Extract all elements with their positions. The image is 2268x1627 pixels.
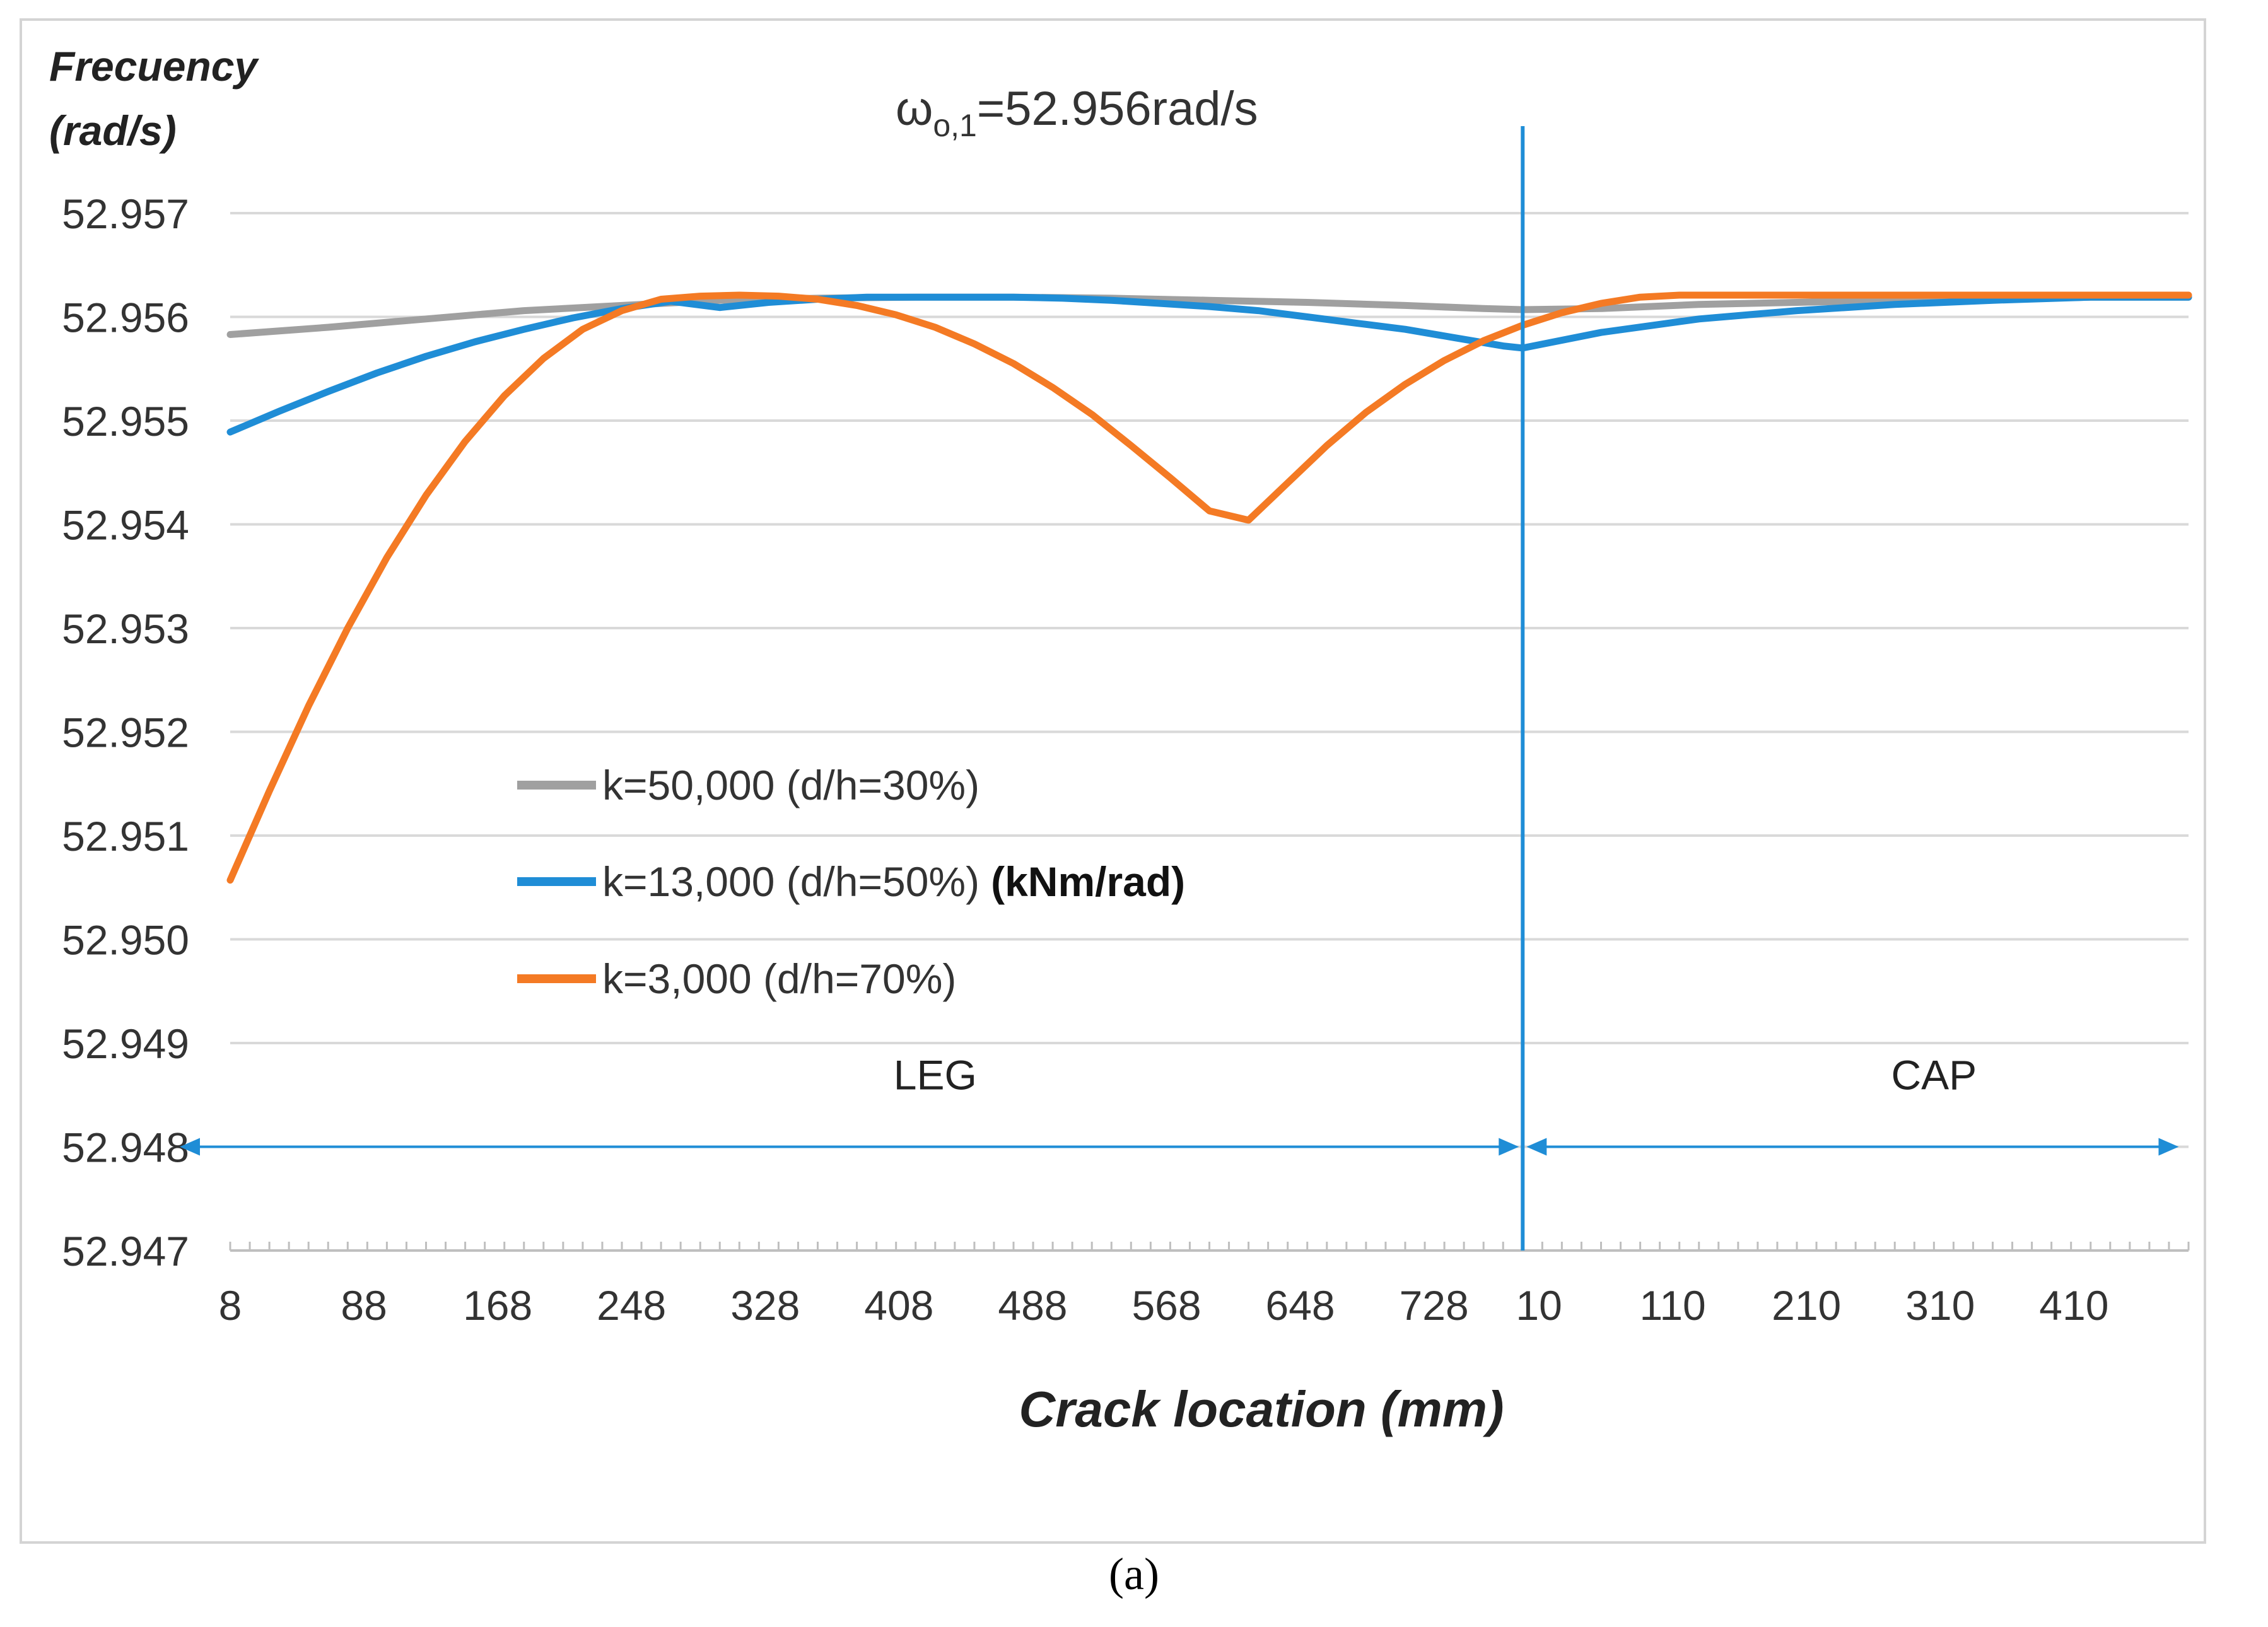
y-tick-label: 52.953 [62,605,189,652]
title-omega: ω [896,82,933,136]
y-tick-label: 52.952 [62,709,189,756]
leg-arrowhead-left [180,1138,200,1156]
y-axis-label-line2: (rad/s) [49,107,177,154]
x-tick-label: 248 [597,1282,666,1329]
annotations: LEG CAP [180,126,2179,1251]
x-axis-label: Crack location (mm) [1019,1381,1504,1437]
series-line-0 [226,293,2192,338]
legend: k=50,000 (d/h=30%) k=13,000 (d/h=50%) (kN… [517,762,1185,1002]
y-tick-label: 52.955 [62,398,189,445]
x-tick-label: 648 [1266,1282,1335,1329]
figure-caption: (a) [1109,1549,1159,1599]
chart-title: ωo,1=52.956rad/s [896,82,1258,143]
x-tick-label: 410 [2039,1282,2108,1329]
y-axis-label-line1: Frecuency [49,43,259,90]
x-tick-label: 728 [1400,1282,1469,1329]
x-tick-label: 568 [1131,1282,1201,1329]
legend-k13000-name: k=13,000 (d/h=50%) [602,858,979,905]
x-tick-label: 408 [864,1282,933,1329]
legend-label-k3000: k=3,000 (d/h=70%) [602,955,956,1002]
legend-unit: (kNm/rad) [991,858,1185,905]
legend-label-k50000: k=50,000 (d/h=30%) [602,762,979,808]
y-tick-label: 52.948 [62,1124,189,1171]
y-tick-label: 52.951 [62,813,189,860]
region-label-leg: LEG [894,1051,977,1098]
series-line-1 [226,293,2192,436]
x-tick-labels: 8 88 168 248 328 408 488 568 648 728 10 110 210 310 41… [219,1282,2109,1329]
region-label-cap: CAP [1891,1051,1977,1098]
x-tick-label: 168 [463,1282,532,1329]
y-tick-label: 52.954 [62,502,189,549]
x-tick-label: 8 [219,1282,242,1329]
y-tick-label: 52.947 [62,1228,189,1274]
chart-frame [20,18,2206,1544]
x-tick-label: 310 [1905,1282,1975,1329]
cap-arrowhead-left [1526,1138,1547,1156]
y-tick-label: 52.949 [62,1020,189,1067]
cap-arrowhead-right [2158,1138,2179,1156]
title-subscript: o,1 [933,108,977,143]
y-tick-label: 52.957 [62,190,189,237]
x-tick-label: 328 [730,1282,800,1329]
series-layer [226,291,2192,884]
x-tick-label: 10 [1516,1282,1562,1329]
x-axis [229,1242,2190,1252]
x-tick-label: 110 [1640,1282,1706,1329]
y-tick-labels: 52.957 52.956 52.955 52.954 52.953 52.952 52.9… [62,190,189,1274]
leg-arrowhead-right [1499,1138,1519,1156]
x-tick-label: 488 [998,1282,1067,1329]
series-line-2 [226,291,2192,884]
title-value: =52.956rad/s [977,82,1258,136]
x-tick-label: 88 [341,1282,387,1329]
x-tick-label: 210 [1772,1282,1841,1329]
y-tick-label: 52.950 [62,917,189,964]
legend-label-k13000: k=13,000 (d/h=50%) (kNm/rad) [602,858,1185,905]
y-tick-label: 52.956 [62,294,189,341]
